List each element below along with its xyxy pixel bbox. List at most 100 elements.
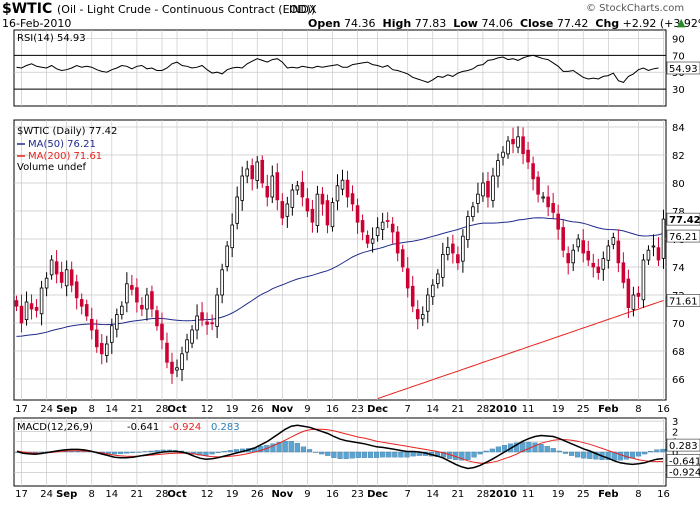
candle-body xyxy=(225,245,229,267)
candle-body xyxy=(451,243,455,254)
candle-body xyxy=(491,175,495,201)
candle-body xyxy=(596,266,601,273)
macd-histogram-bar xyxy=(361,451,367,458)
macd-histogram-bar xyxy=(550,448,556,453)
candle-body xyxy=(295,185,300,191)
candle-body xyxy=(441,253,445,278)
candle-body xyxy=(536,176,540,195)
macd-histogram-bar xyxy=(635,451,642,457)
candle-body xyxy=(290,189,295,208)
macd-histogram-bar xyxy=(386,451,392,458)
ma200-legend: MA(200) 71.61 xyxy=(28,151,102,162)
close-price-label: 77.42 xyxy=(669,215,700,226)
exchange-label: INDX xyxy=(289,3,317,16)
x-tick-label: 7 xyxy=(405,489,411,500)
candle-body xyxy=(420,314,425,320)
macd-histogram-bar xyxy=(483,450,489,453)
candle-body xyxy=(275,172,280,201)
candle-body xyxy=(205,321,209,325)
candle-body xyxy=(481,182,485,197)
macd-histogram-bar xyxy=(306,449,313,453)
macd-histogram-bar xyxy=(477,451,483,455)
x-tick-label: 23 xyxy=(351,404,364,415)
macd-histogram-bar xyxy=(111,451,118,455)
macd-histogram-bar xyxy=(349,451,355,459)
macd-histogram-bar xyxy=(654,449,660,453)
candle-body xyxy=(576,238,581,248)
macd-value-label: -0.641 xyxy=(669,457,700,468)
macd-histogram-bar xyxy=(130,451,136,453)
macd-histogram-bar xyxy=(313,451,319,453)
candle-body xyxy=(571,249,575,264)
x-axis-labels: 17 24 Sep 8 14 21 28 Oct 12 19 26 Nov 9 16 23 Dec 7 14 21 2… xyxy=(15,404,670,500)
x-tick-label: Nov xyxy=(271,489,293,500)
x-tick-label: 12 xyxy=(201,404,214,415)
price-tick-label: 84 xyxy=(672,123,685,134)
candle-body xyxy=(270,175,275,198)
candle-body xyxy=(335,185,340,202)
x-tick-label: 28 xyxy=(477,404,490,415)
macd-histogram-bar xyxy=(532,442,538,453)
candle-body xyxy=(235,196,239,224)
macd-histogram-bar xyxy=(367,451,374,458)
macd-histogram-bar xyxy=(154,450,160,453)
candle-body xyxy=(365,234,370,244)
candle-body xyxy=(601,258,606,270)
chart-header: $WTIC (Oil - Light Crude - Continuous Co… xyxy=(0,0,700,30)
candle-body xyxy=(385,220,390,222)
macd-histogram-bar xyxy=(568,451,575,456)
candle-body xyxy=(150,291,154,310)
candle-body xyxy=(360,220,365,233)
candle-body xyxy=(14,300,19,307)
candle-body xyxy=(611,237,616,245)
macd-histogram-bar xyxy=(544,446,550,453)
macd-histogram-bar xyxy=(38,451,45,453)
candle-body xyxy=(516,136,520,148)
macd-signal-line xyxy=(16,428,664,464)
candle-body xyxy=(49,259,54,276)
candle-body xyxy=(220,269,224,296)
candle-body xyxy=(531,163,535,180)
candle-body xyxy=(551,203,555,213)
macd-histogram-bar xyxy=(441,451,447,458)
candle-body xyxy=(496,160,500,177)
candle-body xyxy=(456,254,460,264)
candle-body xyxy=(155,310,159,327)
ma200-price-label: 71.61 xyxy=(669,296,698,307)
candle-body xyxy=(130,285,134,290)
x-tick-label: 24 xyxy=(40,489,53,500)
x-tick-label: 2010 xyxy=(489,404,517,415)
candle-body xyxy=(405,268,410,289)
macd-histogram-bar xyxy=(380,451,386,458)
macd-histogram-bar xyxy=(404,451,410,458)
rsi-legend: RSI(14) 54.93 xyxy=(17,33,86,44)
x-tick-label: 11 xyxy=(522,489,535,500)
candle-body xyxy=(215,294,219,327)
x-tick-label: 25 xyxy=(577,404,590,415)
x-tick-label: 26 xyxy=(251,489,264,500)
candle-body xyxy=(175,367,179,371)
macd-histogram-bar xyxy=(581,451,587,459)
x-tick-label: 16 xyxy=(326,489,339,500)
candle-body xyxy=(461,235,465,262)
signal-value-label-tag xyxy=(666,465,700,478)
candle-body xyxy=(425,294,430,312)
candle-body xyxy=(185,339,189,353)
candle-body xyxy=(521,136,525,155)
macd-histogram-bar xyxy=(495,446,502,453)
candle-body xyxy=(34,306,39,311)
macd-tick-label: 2 xyxy=(672,427,678,438)
macd-histogram-bar xyxy=(319,451,325,455)
x-tick-label: 28 xyxy=(156,489,169,500)
x-tick-label: 19 xyxy=(552,404,565,415)
x-tick-label: 16 xyxy=(657,404,670,415)
candle-body xyxy=(64,269,69,287)
x-tick-label: 24 xyxy=(40,404,53,415)
price-tick-label: 68 xyxy=(672,347,685,358)
x-tick-label: 28 xyxy=(156,404,169,415)
candle-body xyxy=(39,287,44,315)
candle-body xyxy=(476,193,480,204)
macd-histogram-bar xyxy=(209,451,215,455)
x-tick-label: 8 xyxy=(89,404,95,415)
